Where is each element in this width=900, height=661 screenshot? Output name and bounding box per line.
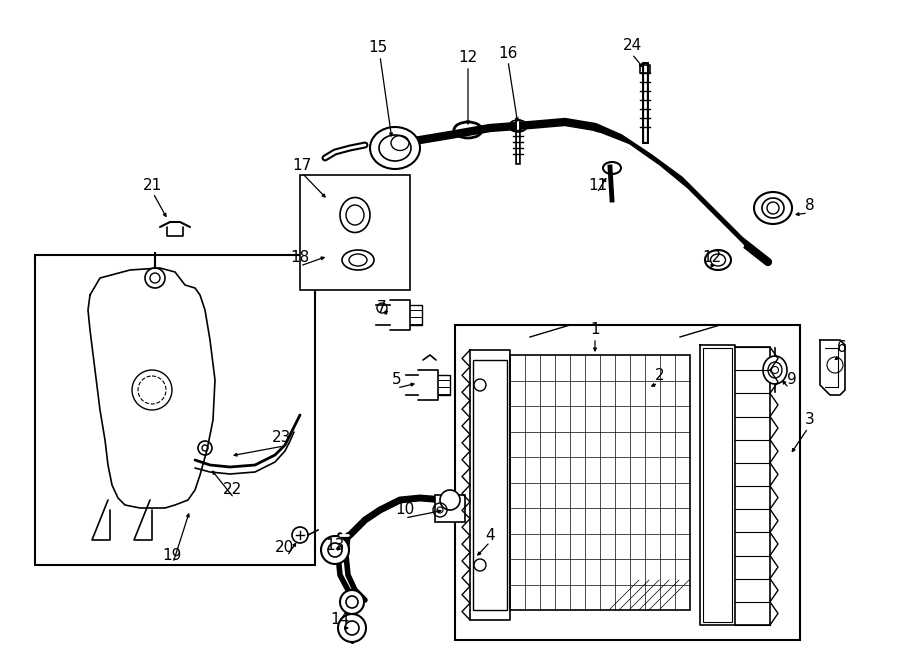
Text: 4: 4 (485, 527, 495, 543)
Text: 2: 2 (655, 368, 665, 383)
Bar (473, 360, 507, 610)
Text: 5: 5 (392, 373, 401, 387)
Ellipse shape (379, 135, 411, 161)
Ellipse shape (763, 356, 787, 384)
Bar (35, 255, 315, 565)
Text: 18: 18 (291, 251, 310, 266)
Bar (455, 325, 800, 640)
Text: 6: 6 (837, 340, 847, 356)
Ellipse shape (754, 192, 792, 224)
Circle shape (340, 590, 364, 614)
Circle shape (292, 527, 308, 543)
Text: 19: 19 (162, 547, 182, 563)
Text: 12: 12 (702, 251, 722, 266)
Text: 23: 23 (273, 430, 292, 446)
Text: 1: 1 (590, 323, 599, 338)
Text: 12: 12 (458, 50, 478, 65)
Text: 10: 10 (395, 502, 415, 518)
Ellipse shape (705, 250, 731, 270)
Text: 9: 9 (788, 373, 796, 387)
Text: 15: 15 (368, 40, 388, 56)
Text: 3: 3 (806, 412, 814, 428)
Text: 22: 22 (222, 483, 241, 498)
Text: 17: 17 (292, 157, 311, 173)
Bar (703, 348, 732, 622)
Circle shape (338, 614, 366, 642)
Ellipse shape (370, 127, 420, 169)
Text: 11: 11 (589, 178, 608, 192)
Text: 14: 14 (330, 613, 349, 627)
Text: 20: 20 (275, 541, 294, 555)
Bar (300, 175, 410, 290)
Circle shape (145, 268, 165, 288)
Text: 24: 24 (623, 38, 642, 54)
Text: 21: 21 (142, 178, 162, 192)
Circle shape (321, 536, 349, 564)
Bar (435, 495, 465, 522)
Circle shape (440, 490, 460, 510)
Text: 13: 13 (325, 537, 345, 553)
Text: 8: 8 (806, 198, 814, 212)
Text: 16: 16 (499, 46, 517, 61)
Text: 7: 7 (377, 301, 387, 315)
Bar (510, 355, 690, 610)
Ellipse shape (762, 198, 784, 218)
